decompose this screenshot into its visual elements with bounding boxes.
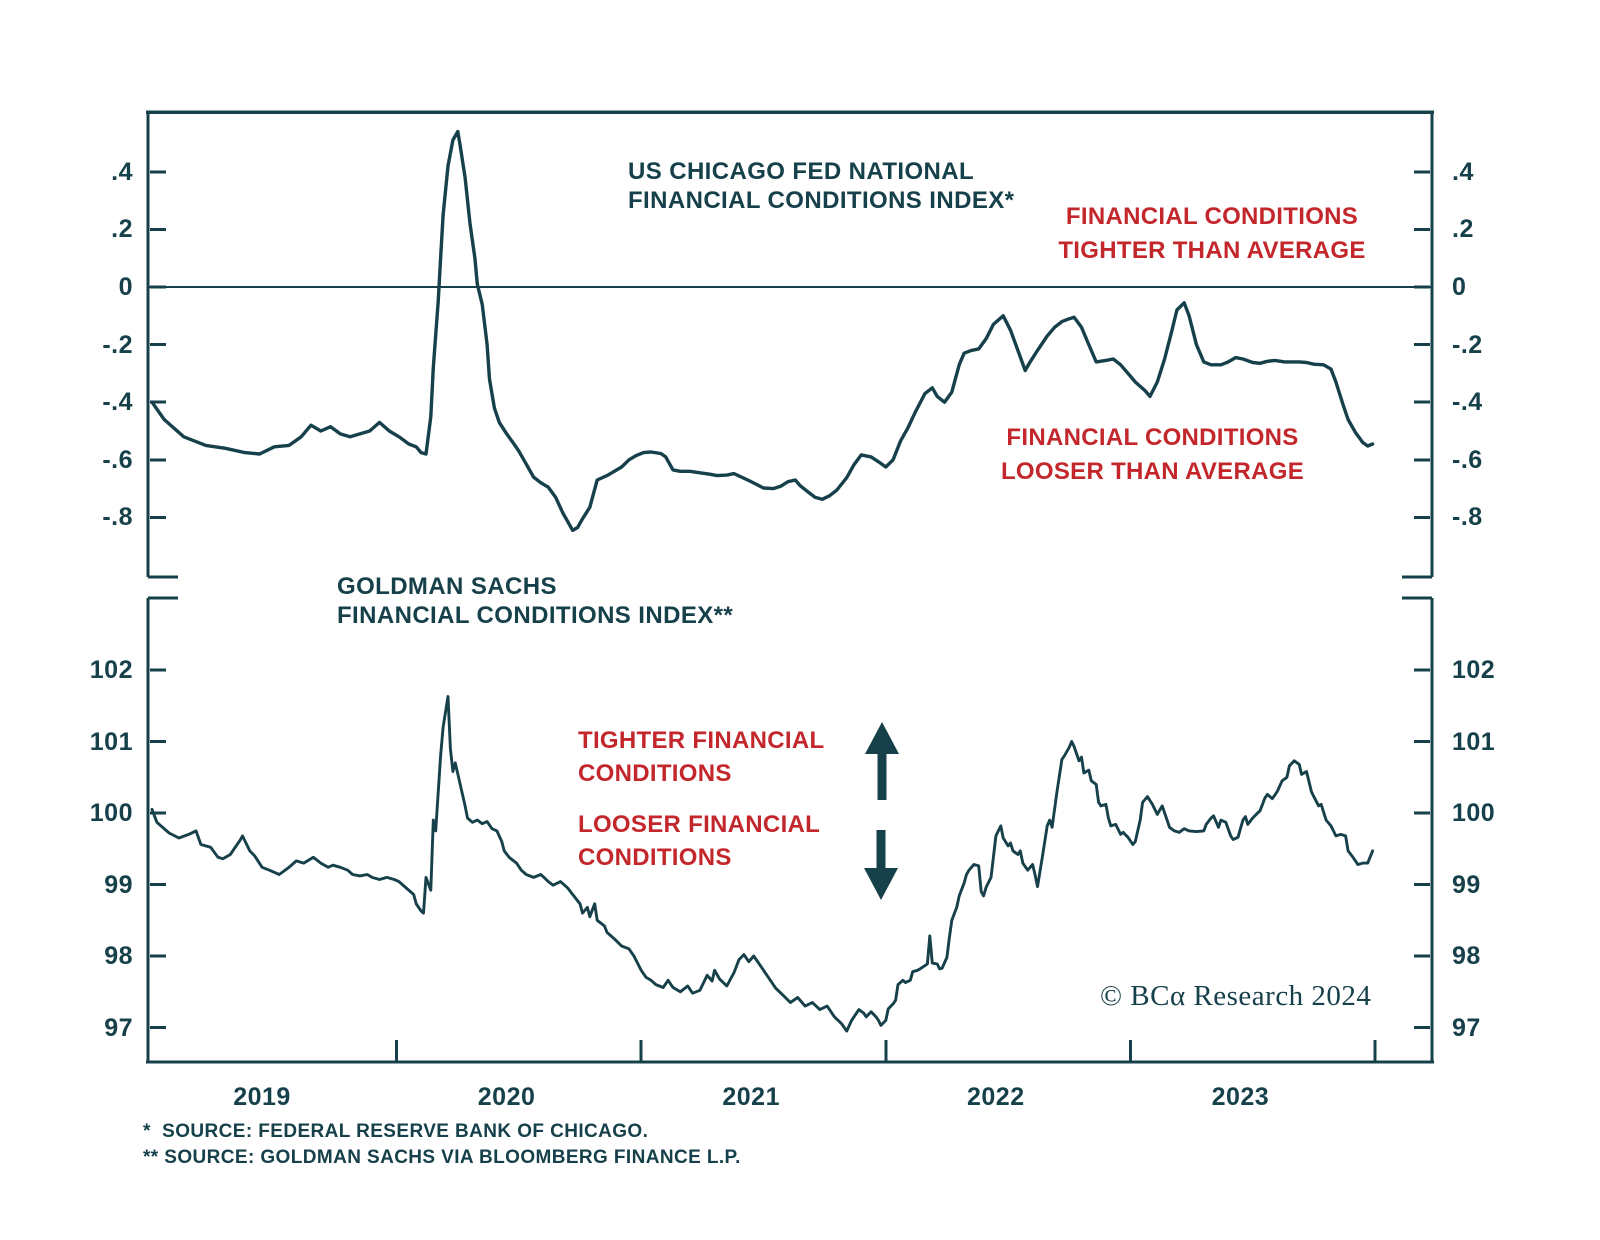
y-tick-label-left-top: .4	[111, 157, 133, 186]
y-tick-label-right-bottom: 99	[1452, 870, 1481, 899]
y-tick-label-left-bottom: 97	[104, 1013, 133, 1042]
annotation-line: LOOSER THAN AVERAGE	[1000, 458, 1305, 485]
y-tick-label-right-top: .2	[1452, 215, 1474, 244]
tighter-arrow-icon	[865, 722, 899, 800]
bottom-panel-title-line1: GOLDMAN SACHS	[337, 573, 557, 600]
bottom-panel-title-line2: FINANCIAL CONDITIONS INDEX**	[337, 602, 734, 629]
top-panel-title-line1: US CHICAGO FED NATIONAL	[628, 158, 975, 185]
x-axis-year-label: 2023	[1211, 1083, 1270, 1111]
annotation-line: LOOSER FINANCIAL	[578, 811, 821, 838]
y-tick-label-right-bottom: 98	[1452, 942, 1481, 970]
y-tick-label-left-top: -.8	[102, 503, 133, 532]
annotation-line: TIGHTER FINANCIAL	[578, 727, 825, 754]
nfci-series-line	[150, 129, 1375, 533]
x-axis-year-label: 2019	[233, 1083, 291, 1111]
y-tick-label-left-top: 0	[118, 273, 133, 301]
gsfci-series-line	[150, 695, 1375, 1033]
y-tick-label-left-top: .2	[111, 215, 133, 244]
y-tick-label-left-bottom: 102	[89, 656, 133, 684]
y-tick-label-right-bottom: 100	[1452, 799, 1496, 827]
annotation-line: CONDITIONS	[578, 760, 732, 787]
y-tick-label-left-bottom: 101	[89, 727, 133, 756]
y-tick-label-right-bottom: 101	[1452, 727, 1496, 756]
y-tick-label-left-bottom: 100	[89, 799, 133, 827]
top-panel-title-line2: FINANCIAL CONDITIONS INDEX*	[628, 187, 1015, 214]
annotation-tighter-than-average: FINANCIAL CONDITIONS TIGHTER THAN AVERAG…	[1037, 200, 1387, 268]
y-tick-label-right-top: -.2	[1452, 330, 1483, 359]
x-axis-year-label: 2022	[966, 1083, 1025, 1111]
y-tick-label-right-top: -.6	[1452, 445, 1483, 474]
top-panel-title: US CHICAGO FED NATIONAL FINANCIAL CONDIT…	[628, 157, 1014, 215]
axis-ticks	[150, 170, 1430, 1062]
bottom-panel-frame	[146, 596, 1434, 1064]
y-tick-label-right-bottom: 102	[1452, 656, 1496, 684]
y-tick-label-right-top: -.8	[1452, 503, 1483, 532]
y-tick-label-left-top: -.2	[102, 330, 133, 359]
annotation-line: CONDITIONS	[578, 844, 732, 871]
looser-arrow-icon	[864, 830, 898, 900]
annotation-line: FINANCIAL CONDITIONS	[1065, 203, 1359, 230]
y-tick-label-right-top: 0	[1452, 273, 1467, 301]
source-footnote-2: ** SOURCE: GOLDMAN SACHS VIA BLOOMBERG F…	[143, 1147, 741, 1168]
y-tick-label-left-top: -.4	[102, 388, 133, 417]
annotation-tighter-financial-conditions: TIGHTER FINANCIAL CONDITIONS	[578, 724, 824, 790]
x-axis-year-label: 2021	[722, 1083, 780, 1111]
annotation-looser-than-average: FINANCIAL CONDITIONS LOOSER THAN AVERAGE	[985, 421, 1320, 489]
bca-research-copyright: © BCα Research 2024	[1100, 980, 1372, 1012]
annotation-line: TIGHTER THAN AVERAGE	[1058, 237, 1366, 264]
annotation-looser-financial-conditions: LOOSER FINANCIAL CONDITIONS	[578, 808, 820, 874]
y-tick-label-right-bottom: 97	[1452, 1013, 1481, 1042]
x-axis-year-label: 2020	[477, 1083, 536, 1111]
annotation-line: FINANCIAL CONDITIONS	[1006, 424, 1299, 451]
y-tick-label-right-top: -.4	[1452, 388, 1483, 417]
top-panel-frame	[146, 110, 1434, 579]
y-tick-label-left-top: -.6	[102, 445, 133, 474]
y-tick-label-left-bottom: 98	[104, 942, 133, 970]
y-tick-label-right-top: .4	[1452, 157, 1474, 186]
source-footnote-1: * SOURCE: FEDERAL RESERVE BANK OF CHICAG…	[143, 1121, 649, 1142]
y-tick-label-left-bottom: 99	[104, 870, 133, 899]
bottom-panel-title: GOLDMAN SACHS FINANCIAL CONDITIONS INDEX…	[337, 572, 733, 630]
